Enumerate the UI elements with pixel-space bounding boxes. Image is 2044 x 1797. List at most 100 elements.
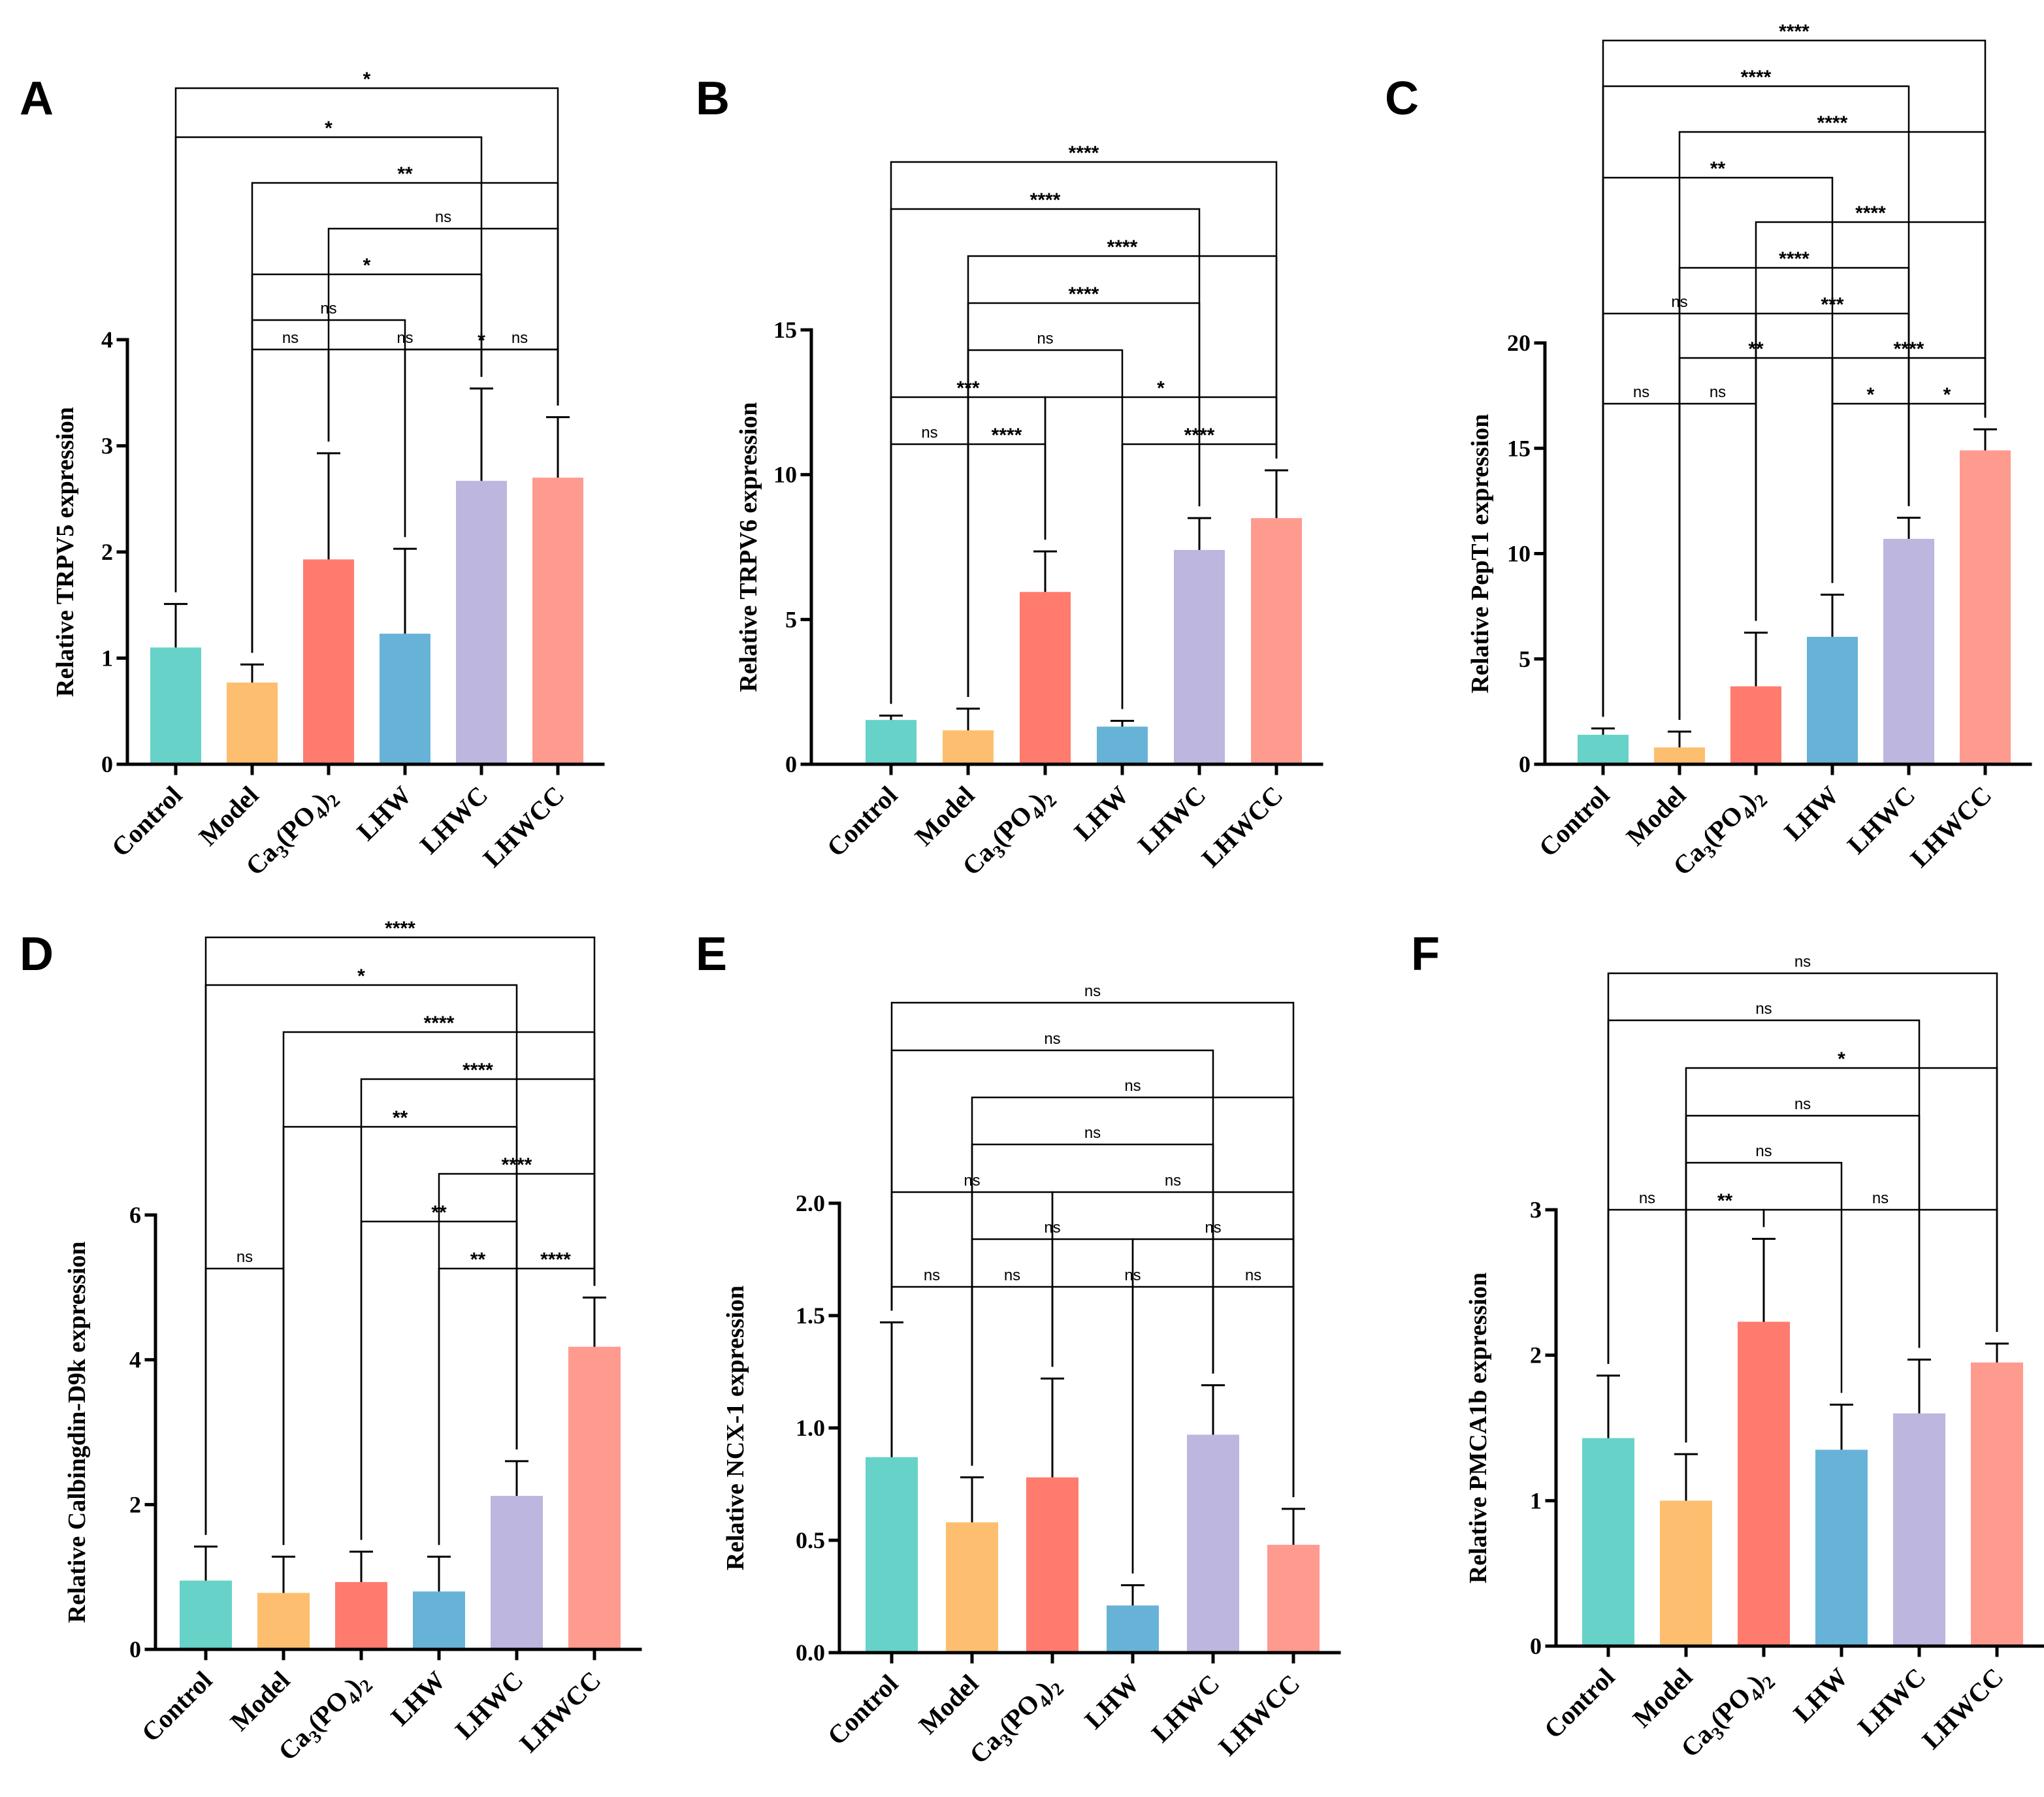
significance-label: ns <box>1037 330 1053 348</box>
significance-label: ns <box>1872 1190 1889 1207</box>
x-tick-label: Model <box>1621 781 1692 852</box>
y-axis-label: Relative TRPV6 expression <box>735 402 762 692</box>
significance-label: ns <box>1639 1190 1655 1207</box>
y-tick-label: 2 <box>101 539 113 565</box>
significance-label: **** <box>1894 338 1924 360</box>
panel-C: C Relative PepT1 expression 0 5 10 15 20 Contro… <box>1385 21 2032 884</box>
panel-letter: A <box>20 73 54 125</box>
bar-model <box>1654 747 1705 764</box>
x-tick-label: LHW <box>385 1666 451 1732</box>
significance-label: ** <box>397 163 413 185</box>
significance-label: **** <box>1779 248 1809 270</box>
x-tick-label: Control <box>822 1669 904 1751</box>
y-tick-label: 4 <box>129 1347 141 1373</box>
significance-label: ** <box>470 1249 486 1271</box>
bar-ca3po42 <box>303 559 354 764</box>
significance-label: ns <box>282 329 299 347</box>
bar-model <box>946 1522 998 1653</box>
x-tick-label: Ca3(PO4)2 <box>964 1669 1068 1773</box>
significance-label: **** <box>1817 112 1848 134</box>
bar-control <box>1578 734 1629 764</box>
significance-label: **** <box>1741 67 1772 88</box>
significance-bracket <box>1602 402 1681 720</box>
significance-label: **** <box>1069 283 1099 305</box>
panel-E: E Relative NCX-1 expression 0.0 0.5 1.0 1.5 2.… <box>696 928 1341 1773</box>
significance-label: ** <box>431 1202 447 1223</box>
significance-label: ns <box>1124 1267 1141 1284</box>
bar-lhw <box>1107 1605 1159 1653</box>
y-axis-label: Relative Calbingdin-D9k expression <box>63 1241 91 1623</box>
bar-control <box>180 1580 232 1649</box>
bar-ca3po42 <box>1026 1477 1079 1653</box>
x-tick-label: LHWCC <box>514 1666 607 1758</box>
y-tick-label: 10 <box>1507 541 1531 567</box>
significance-label: ns <box>320 300 336 317</box>
significance-bracket <box>890 443 969 704</box>
significance-label: ns <box>236 1248 253 1266</box>
significance-bracket <box>1685 1114 1921 1443</box>
significance-bracket <box>360 1078 596 1540</box>
significance-label: **** <box>1779 21 1809 42</box>
significance-bracket <box>1607 1208 1687 1443</box>
x-tick-label: Model <box>1627 1662 1698 1734</box>
significance-label: ns <box>511 329 528 347</box>
significance-bracket <box>480 348 559 406</box>
significance-bracket <box>967 302 1201 697</box>
x-tick-label: Control <box>1538 1662 1621 1745</box>
bar-lhw <box>380 634 430 764</box>
y-axis-label: Relative PepT1 expression <box>1467 414 1494 694</box>
bar-lhwc <box>491 1496 543 1649</box>
y-tick-label: 15 <box>1507 435 1531 461</box>
bar-lhwcc <box>1960 450 2011 764</box>
significance-bracket <box>1212 1286 1295 1497</box>
y-tick-label: 3 <box>1530 1197 1542 1223</box>
significance-bracket <box>1678 402 1757 720</box>
x-tick-label: Model <box>225 1666 296 1737</box>
y-tick-label: 3 <box>101 433 113 459</box>
x-tick-label: LHW <box>351 781 417 847</box>
y-tick-label: 0 <box>785 751 797 777</box>
significance-label: ns <box>921 424 937 442</box>
bar-lhwcc <box>568 1346 621 1649</box>
significance-label: ns <box>1205 1219 1221 1237</box>
significance-label: * <box>1867 384 1875 406</box>
significance-label: **** <box>462 1060 493 1081</box>
x-tick-label: LHWCC <box>1917 1662 2009 1755</box>
y-tick-label: 20 <box>1507 330 1531 356</box>
significance-bracket <box>1762 1208 1998 1332</box>
y-tick-label: 0 <box>1519 751 1531 777</box>
significance-label: **** <box>1184 425 1215 446</box>
x-tick-label: LHWCC <box>1905 781 1998 873</box>
y-tick-label: 1 <box>1530 1487 1542 1514</box>
x-tick-label: LHWC <box>1852 1662 1931 1741</box>
x-tick-label: Control <box>106 781 188 863</box>
bar-lhwcc <box>532 478 583 764</box>
significance-label: **** <box>1069 142 1099 164</box>
bar-lhw <box>1097 726 1148 764</box>
y-tick-label: 15 <box>773 317 797 343</box>
panel-letter: D <box>20 928 54 980</box>
x-tick-label: LHWC <box>449 1666 528 1745</box>
significance-label: ns <box>1124 1077 1141 1095</box>
significance-label: ns <box>964 1172 980 1190</box>
significance-bracket <box>327 227 559 442</box>
significance-bracket <box>1051 1191 1295 1497</box>
significance-label: ns <box>1710 383 1726 401</box>
bar-ca3po42 <box>1020 592 1071 764</box>
bar-lhw <box>1807 636 1858 764</box>
significance-label: ns <box>397 329 413 347</box>
y-tick-label: 5 <box>1519 646 1531 672</box>
bar-lhwc <box>456 481 507 764</box>
bar-control <box>866 720 917 764</box>
bar-model <box>257 1593 310 1649</box>
significance-bracket <box>204 1267 285 1546</box>
y-tick-label: 2.0 <box>796 1190 825 1216</box>
significance-label: **** <box>1030 189 1061 211</box>
bar-ca3po42 <box>335 1581 387 1649</box>
significance-label: ns <box>1671 293 1687 311</box>
x-tick-label: LHWCC <box>478 781 570 873</box>
significance-label: **** <box>540 1249 571 1271</box>
y-tick-label: 4 <box>101 327 113 353</box>
significance-label: ns <box>1633 383 1649 401</box>
